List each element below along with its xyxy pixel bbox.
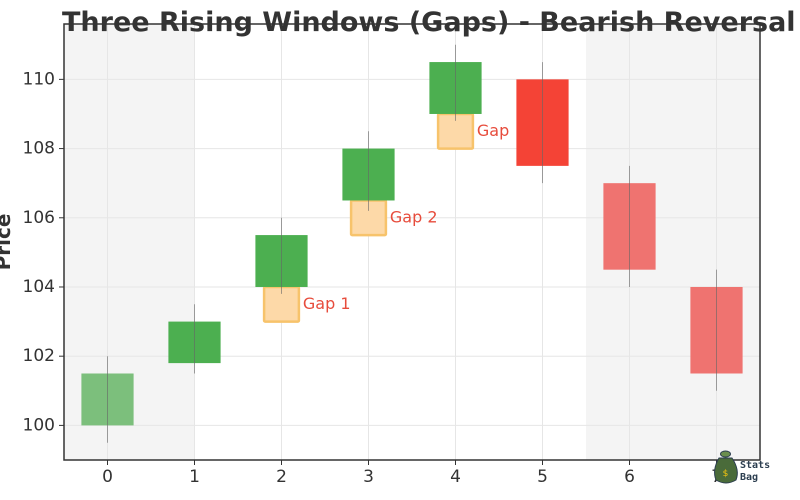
x-tick-label-1: 1 — [189, 467, 200, 487]
y-tick-label-106: 106 — [23, 208, 55, 228]
x-tick-label-3: 3 — [363, 467, 374, 487]
logo-text-line2: Bag — [740, 472, 758, 483]
money-bag-icon: $ — [714, 450, 738, 484]
svg-text:$: $ — [723, 469, 729, 479]
chart-title: Three Rising Windows (Gaps) - Bearish Re… — [62, 7, 796, 38]
y-tick-label-108: 108 — [23, 139, 55, 159]
y-tick-label-100: 100 — [23, 415, 55, 435]
x-tick-label-4: 4 — [450, 467, 461, 487]
gap-label-2: Gap 2 — [390, 207, 438, 226]
x-tick-label-6: 6 — [624, 467, 635, 487]
y-tick-label-102: 102 — [23, 346, 55, 366]
logo-text-line1: Stats — [740, 460, 770, 471]
axis-ticks: 10010210410610811001234567 — [23, 69, 722, 487]
gap-boxes: Gap 1 Gap 2 Gap — [262, 112, 509, 323]
candles — [81, 44, 743, 443]
y-tick-label-110: 110 — [23, 69, 55, 89]
x-tick-label-2: 2 — [276, 467, 287, 487]
gap-label-1: Gap 1 — [303, 294, 351, 313]
y-axis-label: Price — [0, 214, 15, 271]
x-tick-label-5: 5 — [537, 467, 548, 487]
x-tick-label-0: 0 — [102, 467, 113, 487]
shaded-regions — [64, 24, 760, 460]
statsbag-logo: $ Stats Bag — [714, 450, 770, 484]
gap-label-3: Gap — [477, 121, 509, 140]
y-tick-label-104: 104 — [23, 277, 55, 297]
plot-frame — [63, 23, 761, 461]
